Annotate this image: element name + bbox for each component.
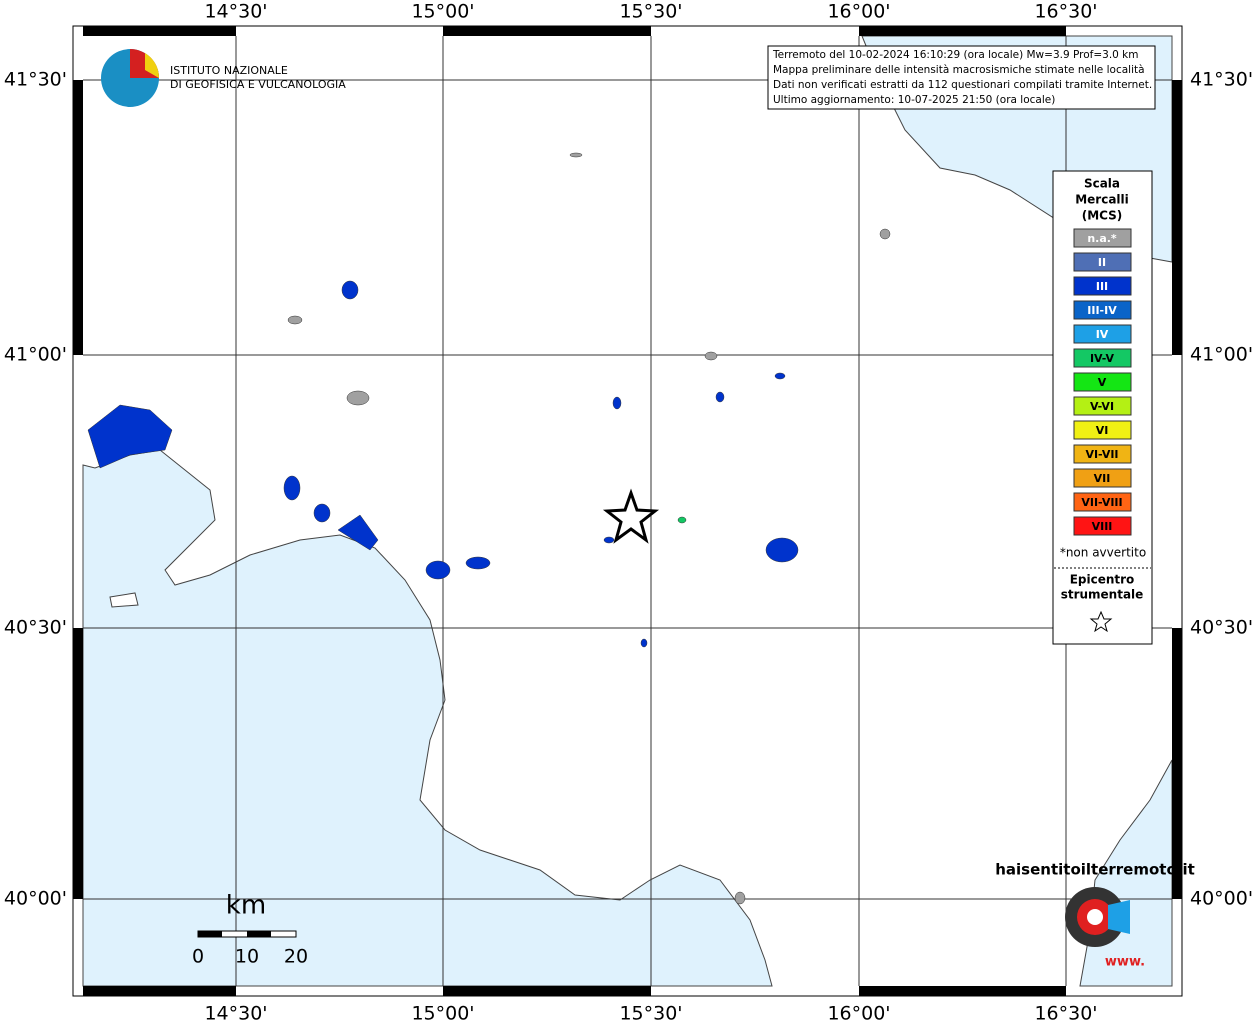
legend-label: V-VI [1090, 400, 1114, 413]
frame-bars [73, 26, 1182, 996]
legend-epicenter: Epicentro [1070, 573, 1135, 587]
lat-label: 40°00' [1190, 888, 1253, 910]
lon-label: 16°00' [827, 1, 890, 23]
lat-label: 40°30' [1190, 617, 1253, 639]
legend-swatch [1073, 444, 1132, 464]
lon-label: 15°00' [411, 1003, 474, 1025]
info-line: Mappa preliminare delle intensità macros… [773, 64, 1145, 76]
legend-swatch [1073, 420, 1132, 440]
lon-label: 16°00' [827, 1003, 890, 1025]
legend-swatch [1073, 396, 1132, 416]
legend-title: (MCS) [1082, 209, 1123, 223]
legend-swatch [1073, 228, 1132, 248]
legend-label: VIII [1092, 520, 1113, 533]
scale-unit: km [226, 891, 266, 921]
legend-label: V [1098, 376, 1107, 389]
lon-label: 14°30' [204, 1, 267, 23]
legend-label: III-IV [1087, 304, 1117, 317]
info: Terremoto del 10-02-2024 16:10:29 (ora l… [772, 49, 1152, 106]
grid-labels: 14°30' 14°30' 15°00' 15°00' 15°30' 15°30' 16°0… [4, 1, 1253, 1025]
legend-title: Mercalli [1075, 193, 1129, 207]
lat-label: 40°30' [4, 617, 67, 639]
lat-label: 40°00' [4, 888, 67, 910]
legend-swatch [1073, 468, 1132, 488]
epicenter [602, 488, 660, 544]
lon-label: 15°00' [411, 1, 474, 23]
legend-content: ScalaMercalli(MCS)n.a.*IIIIIIII-IVIVIV-V… [1054, 177, 1151, 633]
localities [87, 152, 891, 905]
legend-label: II [1098, 256, 1106, 269]
scale-bar: km 0 10 20 [192, 891, 308, 968]
lat-label: 41°00' [1190, 344, 1253, 366]
lon-label: 15°30' [619, 1, 682, 23]
logo-text: ISTITUTO NAZIONALE [170, 64, 288, 77]
watermark-text: haisentitoilterremoto.it [995, 861, 1195, 879]
info-line: Terremoto del 10-02-2024 16:10:29 (ora l… [772, 49, 1138, 61]
legend-label: n.a.* [1087, 232, 1117, 245]
lat-label: 41°30' [1190, 69, 1253, 91]
legend-swatch [1073, 372, 1132, 392]
legend-swatch [1073, 276, 1132, 296]
lon-label: 16°30' [1034, 1003, 1097, 1025]
info-line: Dati non verificati estratti da 112 ques… [773, 79, 1152, 91]
legend-swatch [1073, 252, 1132, 272]
lat-label: 41°00' [4, 344, 67, 366]
legend-swatch [1073, 492, 1132, 512]
legend-swatch [1073, 300, 1132, 320]
legend-label: VI-VII [1085, 448, 1118, 461]
legend-swatch [1073, 348, 1132, 368]
logo-text: DI GEOFISICA E VULCANOLOGIA [170, 78, 346, 91]
legend-star [1089, 610, 1113, 633]
legend-label: VI [1096, 424, 1109, 437]
lon-label: 15°30' [619, 1003, 682, 1025]
scale-tick: 20 [284, 946, 308, 968]
legend-swatch [1073, 324, 1132, 344]
logo: ISTITUTO NAZIONALE DI GEOFISICA E VULCAN… [101, 49, 346, 107]
legend-label: VII-VIII [1081, 496, 1122, 509]
info-box [767, 45, 1156, 110]
legend-title: Scala [1084, 177, 1120, 191]
legend-swatch [1073, 516, 1132, 536]
legend-note: *non avvertito [1060, 546, 1146, 560]
legend-label: III [1096, 280, 1108, 293]
legend-epicenter: strumentale [1061, 588, 1144, 602]
legend-label: VII [1094, 472, 1111, 485]
lat-label: 41°30' [4, 69, 67, 91]
info-line: Ultimo aggiornamento: 10-07-2025 21:50 (… [773, 94, 1055, 106]
watermark: haisentitoilterremoto.it www. [995, 861, 1195, 970]
scale-tick: 0 [192, 946, 204, 968]
lon-label: 16°30' [1034, 1, 1097, 23]
legend-label: IV [1096, 328, 1109, 341]
scale-tick: 10 [235, 946, 259, 968]
watermark-text: www. [1105, 955, 1145, 970]
legend-label: IV-V [1090, 352, 1115, 365]
lon-label: 14°30' [204, 1003, 267, 1025]
